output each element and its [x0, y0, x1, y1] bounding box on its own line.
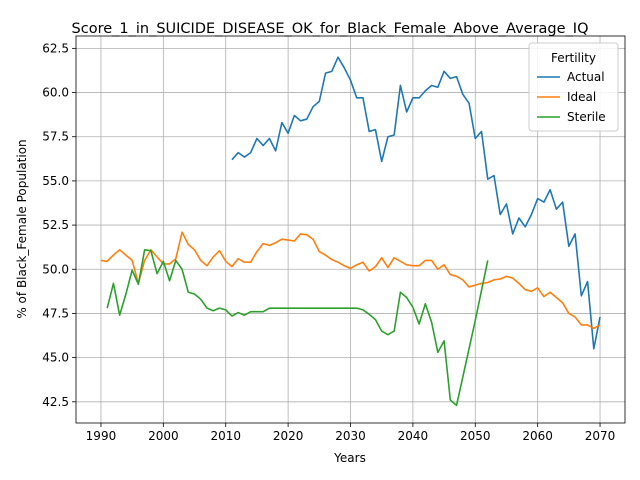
legend-entry-sterile: Sterile [567, 110, 606, 124]
y-tick-label: 42.5 [42, 395, 69, 409]
x-axis: 1990 2000 2010 2020 2030 2040 2050 2060 2070 [86, 423, 616, 443]
legend: Fertility Actual Ideal Sterile [528, 42, 619, 132]
x-tick-label: 2070 [585, 429, 616, 443]
y-tick-label: 60.0 [42, 86, 69, 100]
series-line-sterile [106, 249, 489, 407]
x-axis-label: Years [333, 451, 366, 465]
y-tick-label: 52.5 [42, 218, 69, 232]
legend-entry-actual: Actual [567, 70, 605, 84]
series-line-ideal [100, 231, 601, 330]
y-axis: 42.5 45.0 47.5 50.0 52.5 55.0 57.5 60.0 62.5 [42, 41, 76, 409]
x-tick-label: 2060 [522, 429, 553, 443]
y-tick-label: 62.5 [42, 41, 69, 55]
x-tick-label: 2000 [148, 429, 179, 443]
legend-entry-ideal: Ideal [567, 90, 596, 104]
series-layer [100, 56, 601, 407]
x-tick-label: 2010 [210, 429, 241, 443]
y-tick-label: 45.0 [42, 351, 69, 365]
series-line-actual [231, 56, 601, 350]
y-tick-label: 55.0 [42, 174, 69, 188]
x-tick-label: 1990 [86, 429, 117, 443]
x-tick-label: 2050 [460, 429, 491, 443]
y-tick-label: 57.5 [42, 130, 69, 144]
y-tick-label: 50.0 [42, 262, 69, 276]
x-tick-label: 2020 [273, 429, 304, 443]
x-tick-label: 2030 [335, 429, 366, 443]
y-axis-label: % of Black_Female Population [15, 139, 29, 318]
y-tick-label: 47.5 [42, 306, 69, 320]
legend-frame [528, 42, 619, 132]
chart-title: Score_1_in_SUICIDE_DISEASE_OK_for_Black_… [72, 21, 589, 37]
x-tick-label: 2040 [398, 429, 429, 443]
legend-title: Fertility [551, 51, 596, 65]
